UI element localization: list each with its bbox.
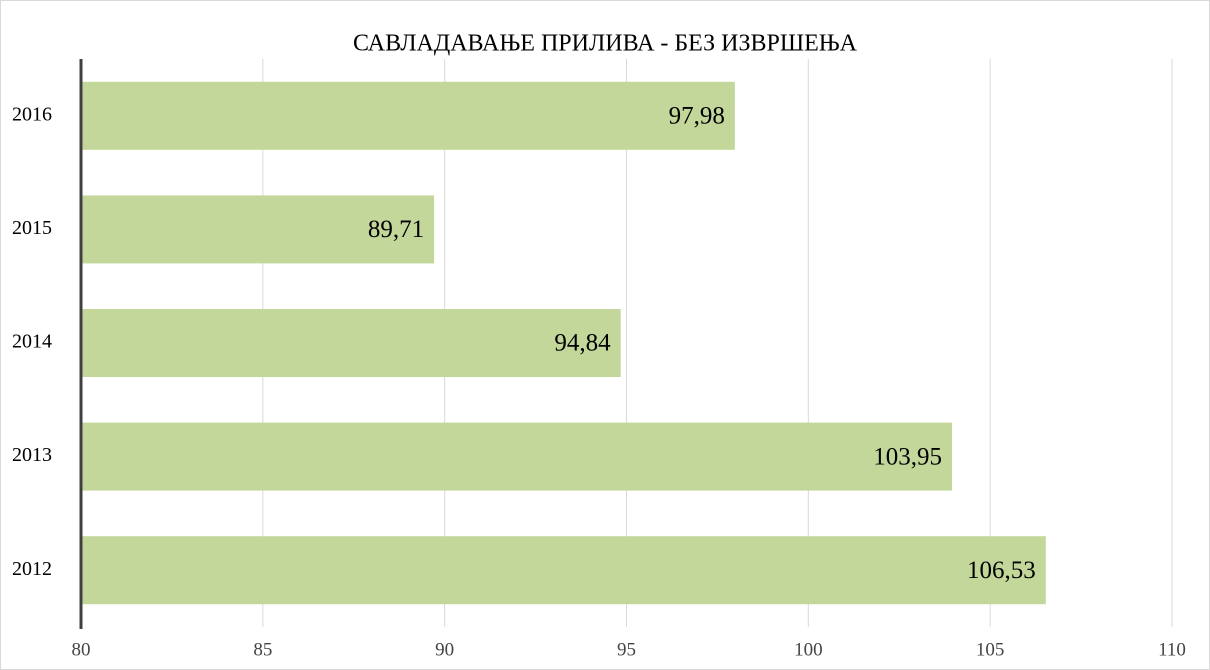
x-tick-label: 110	[1158, 639, 1186, 660]
value-label: 89,71	[368, 216, 424, 243]
x-tick-label: 80	[72, 639, 91, 660]
value-label: 106,53	[967, 557, 1036, 584]
y-tick-label: 2015	[12, 217, 52, 239]
value-label: 94,84	[554, 330, 611, 357]
bar	[81, 422, 952, 491]
y-tick-label: 2014	[12, 331, 52, 353]
x-tick-label: 90	[435, 639, 454, 660]
bar	[81, 195, 435, 264]
chart-title: САВЛАДАВАЊЕ ПРИЛИВА - БЕЗ ИЗВРШЕЊА	[353, 31, 858, 57]
x-tick-label: 95	[617, 639, 636, 660]
bar	[81, 81, 735, 150]
x-tick-label: 85	[253, 639, 272, 660]
y-tick-label: 2012	[12, 558, 52, 580]
y-tick-label: 2013	[12, 444, 52, 466]
x-tick-label: 100	[794, 639, 823, 660]
bar	[81, 309, 621, 377]
y-tick-label: 2016	[12, 103, 52, 125]
x-tick-label: 105	[976, 639, 1005, 660]
value-label: 97,98	[669, 103, 725, 130]
bar	[81, 536, 1046, 605]
value-label: 103,95	[873, 443, 942, 470]
